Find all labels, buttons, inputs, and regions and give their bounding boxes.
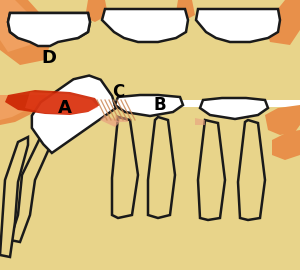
Text: C: C (112, 83, 124, 101)
Polygon shape (115, 95, 183, 116)
Polygon shape (85, 0, 108, 22)
Polygon shape (238, 120, 265, 220)
Polygon shape (5, 90, 100, 115)
Polygon shape (8, 13, 90, 46)
Polygon shape (25, 92, 98, 114)
Text: A: A (58, 99, 72, 117)
Polygon shape (0, 0, 35, 52)
Polygon shape (265, 0, 300, 45)
Polygon shape (0, 95, 300, 270)
Polygon shape (198, 120, 225, 220)
Text: D: D (41, 49, 56, 67)
Polygon shape (10, 132, 52, 242)
Polygon shape (196, 9, 280, 42)
Polygon shape (265, 105, 300, 135)
Polygon shape (0, 0, 55, 65)
Polygon shape (272, 130, 300, 160)
Polygon shape (0, 0, 300, 95)
Polygon shape (175, 0, 195, 22)
Polygon shape (0, 137, 28, 257)
Polygon shape (30, 38, 58, 46)
Polygon shape (200, 98, 268, 119)
Polygon shape (32, 76, 116, 153)
Polygon shape (0, 95, 55, 125)
Polygon shape (8, 13, 90, 38)
Polygon shape (102, 9, 188, 42)
Polygon shape (100, 115, 120, 127)
Polygon shape (148, 117, 175, 218)
Polygon shape (112, 117, 138, 218)
Polygon shape (0, 100, 300, 107)
Polygon shape (115, 115, 128, 122)
Polygon shape (195, 118, 205, 125)
Text: B: B (154, 96, 166, 114)
Polygon shape (0, 95, 42, 120)
